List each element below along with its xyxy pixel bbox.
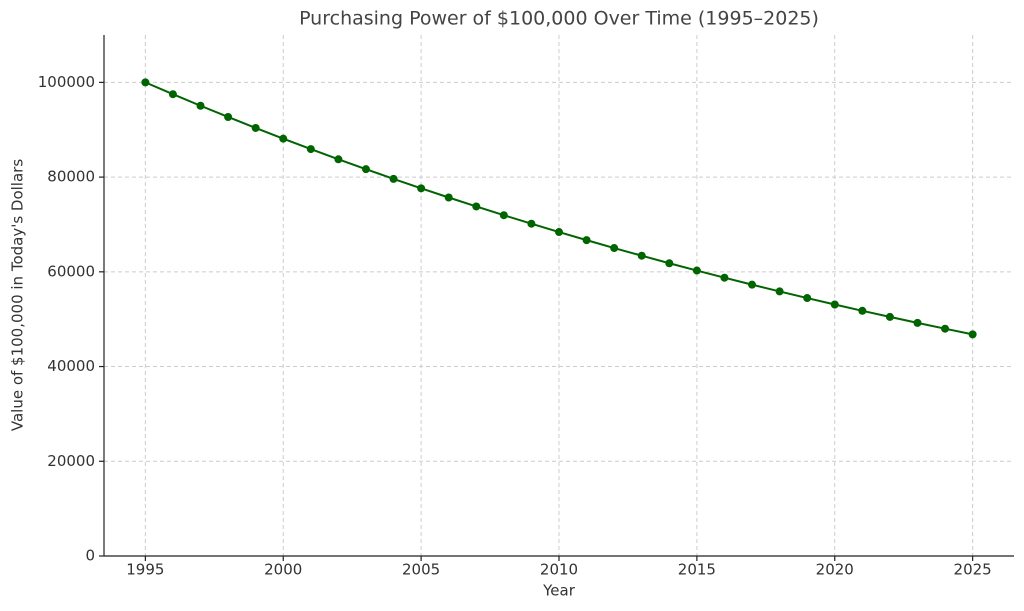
data-point <box>665 259 674 268</box>
data-point <box>830 300 839 309</box>
y-tick-label: 20000 <box>47 452 95 470</box>
x-axis-label: Year <box>542 582 576 600</box>
data-point <box>334 155 343 164</box>
y-tick-label: 40000 <box>47 357 95 375</box>
x-tick-label: 2000 <box>264 561 302 579</box>
data-point <box>224 112 233 121</box>
data-point <box>417 184 426 193</box>
data-point <box>527 219 536 228</box>
x-tick-label: 2015 <box>678 561 716 579</box>
data-point <box>361 165 370 174</box>
x-tick-label: 2005 <box>402 561 440 579</box>
data-point <box>941 324 950 333</box>
data-point <box>141 78 150 87</box>
data-point <box>555 228 563 237</box>
y-tick-label: 60000 <box>47 262 95 280</box>
data-point <box>803 294 812 303</box>
chart-title: Purchasing Power of $100,000 Over Time (… <box>299 8 819 30</box>
data-point <box>913 318 922 327</box>
data-point <box>968 330 977 339</box>
data-point <box>279 134 288 143</box>
data-point <box>306 145 315 154</box>
x-tick-label: 2010 <box>540 561 578 579</box>
data-point <box>444 193 453 202</box>
data-point <box>637 251 646 260</box>
data-point <box>499 211 508 220</box>
x-tick-label: 1995 <box>126 561 164 579</box>
data-point <box>885 312 894 321</box>
y-tick-label: 0 <box>85 547 95 565</box>
data-point <box>472 202 481 211</box>
data-point <box>720 273 729 282</box>
y-tick-label: 100000 <box>38 73 95 91</box>
data-point <box>389 174 398 183</box>
data-point <box>168 90 177 99</box>
data-point <box>610 244 619 253</box>
y-axis-label: Value of $100,000 in Today's Dollars <box>9 159 27 431</box>
x-tick-label: 2025 <box>954 561 992 579</box>
data-point <box>692 266 701 275</box>
data-point <box>748 280 757 289</box>
data-point <box>775 287 784 296</box>
data-point <box>196 101 205 110</box>
x-tick-label: 2020 <box>816 561 854 579</box>
data-point <box>582 236 591 245</box>
y-tick-label: 80000 <box>47 168 95 186</box>
data-point <box>858 306 867 315</box>
data-point <box>251 123 260 132</box>
